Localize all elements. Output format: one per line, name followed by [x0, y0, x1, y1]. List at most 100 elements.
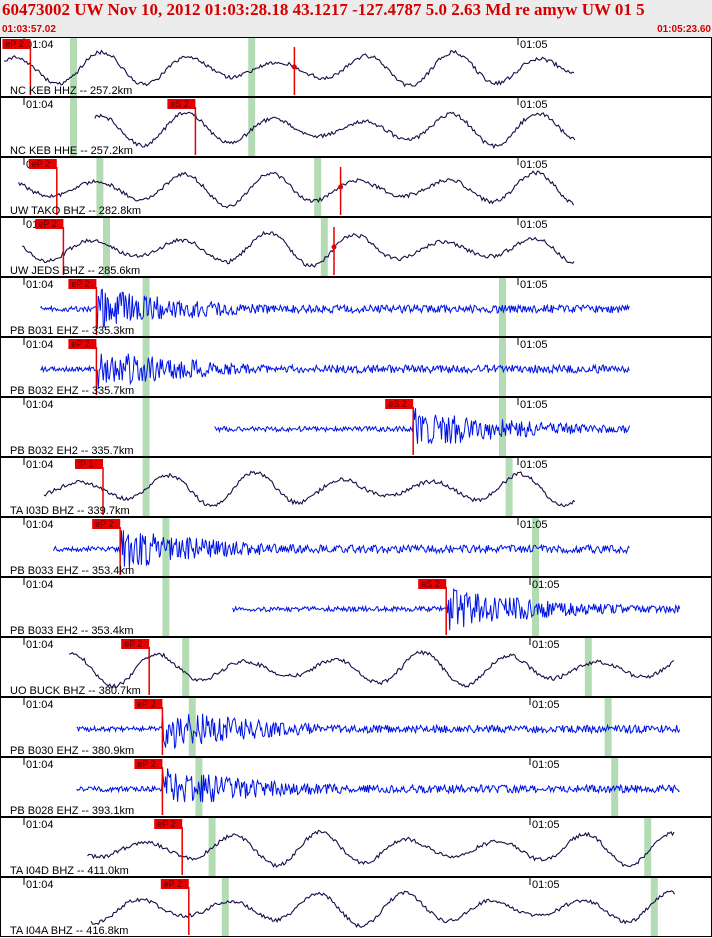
pick-flag[interactable] — [28, 159, 57, 169]
waveform-trace — [90, 890, 676, 928]
minute-label: 01:04 — [26, 639, 54, 651]
minute-label: 01:05 — [520, 99, 548, 111]
minute-label: 01:05 — [520, 39, 548, 51]
waveform-trace — [232, 587, 681, 631]
theoretical-arrival-marker — [103, 217, 110, 277]
pick-label: eP 2 — [71, 279, 89, 289]
minute-label: 01:04 — [26, 819, 54, 831]
pick-label: eP 2 — [71, 339, 89, 349]
minute-label: 01:05 — [532, 879, 560, 891]
theoretical-arrival-marker — [320, 217, 328, 277]
pick-dot — [338, 184, 344, 190]
theoretical-arrival-marker — [162, 577, 170, 637]
station-label: UW JEDS BHZ -- 285.6km — [10, 265, 140, 277]
minute-label: 01:05 — [520, 159, 548, 171]
pick-flag[interactable] — [68, 339, 97, 349]
station-label: PB B032 EH2 -- 335.7km — [10, 445, 134, 457]
station-label: NC KEB HHE -- 257.2km — [10, 145, 133, 157]
waveform-trace — [214, 408, 630, 444]
minute-label: 01:04 — [26, 459, 54, 471]
pick-flag[interactable] — [68, 279, 97, 289]
station-label: TA I03D BHZ -- 339.7km — [10, 505, 130, 517]
minute-label: 01:05 — [520, 399, 548, 411]
pick-flag[interactable] — [2, 39, 31, 49]
pick-flag[interactable] — [121, 639, 150, 649]
waveform-trace — [39, 288, 630, 329]
trace-panel[interactable]: 01:04 01:05 eS 2 NC KEB HHE -- 257.2km — [0, 97, 712, 157]
record-header: 60473002 UW Nov 10, 2012 01:03:28.18 43.… — [0, 0, 712, 37]
station-label: PB B030 EHZ -- 380.9km — [10, 745, 134, 757]
trace-panel[interactable]: 01:04 01:05 eS 2 PB B033 EH2 -- 353.4km — [0, 577, 712, 637]
trace-panel[interactable]: 01:04 01:05 eP 2 TA I04D BHZ -- 411.0km — [0, 817, 712, 877]
pick-label: eP 2 — [38, 219, 56, 229]
pick-label: eP 2 — [157, 819, 175, 829]
waveform-trace — [76, 713, 681, 749]
pick-flag[interactable] — [75, 459, 103, 469]
pick-flag[interactable] — [154, 819, 183, 829]
station-label: TA I04A BHZ -- 416.8km — [10, 925, 128, 937]
station-label: PB B032 EHZ -- 335.7km — [10, 385, 134, 397]
minute-label: 01:05 — [532, 699, 560, 711]
trace-panel[interactable]: 01:04 01:05 eP 2 NC KEB HHZ -- 257.2km — [0, 37, 712, 97]
trace-panel[interactable]: 01:04 01:05 eP 2 TA I04A BHZ -- 416.8km — [0, 877, 712, 937]
pick-flag[interactable] — [418, 579, 447, 589]
theoretical-arrival-marker — [650, 877, 658, 937]
minute-label: 01:05 — [532, 759, 560, 771]
station-label: TA I04D BHZ -- 411.0km — [10, 865, 129, 877]
pick-label: eP 2 — [5, 39, 23, 49]
minute-label: 01:05 — [532, 579, 560, 591]
pick-label: eS 2 — [170, 99, 189, 109]
minute-label: 01:04 — [26, 339, 54, 351]
trace-panel[interactable]: 01:04 01:05 eP 2 PB B033 EHZ -- 353.4km — [0, 517, 712, 577]
waveform-trace — [52, 530, 630, 569]
waveform-trace — [76, 768, 680, 803]
pick-flag[interactable] — [92, 519, 121, 529]
pick-dot — [291, 64, 297, 70]
waveform-trace — [69, 649, 675, 689]
station-label: UW TAKO BHZ -- 282.8km — [10, 205, 141, 217]
pick-label: eP 2 — [95, 519, 113, 529]
trace-panel[interactable]: 01:04 01:05 eP 2 UO BUCK BHZ -- 380.7km — [0, 637, 712, 697]
pick-label: eP 2 — [137, 699, 155, 709]
window-start-time: 01:03:57.02 — [2, 24, 56, 35]
pick-flag[interactable] — [134, 759, 163, 769]
pick-flag[interactable] — [134, 699, 163, 709]
pick-flag[interactable] — [35, 219, 64, 229]
waveform-trace — [87, 829, 675, 868]
pick-flag[interactable] — [385, 399, 414, 409]
event-title: 60473002 UW Nov 10, 2012 01:03:28.18 43.… — [2, 0, 645, 19]
theoretical-arrival-marker — [505, 457, 513, 517]
pick-flag[interactable] — [167, 99, 196, 109]
station-label: PB B031 EHZ -- 335.3km — [10, 325, 134, 337]
trace-panel[interactable]: 01:04 01:05 iP 1 TA I03D BHZ -- 339.7km — [0, 457, 712, 517]
minute-label: 01:04 — [26, 279, 54, 291]
trace-panel[interactable]: 01:04 01:05 eP 2 PB B032 EHZ -- 335.7km — [0, 337, 712, 397]
trace-panel[interactable]: 01:04 01:05 eS 2 PB B032 EH2 -- 335.7km — [0, 397, 712, 457]
trace-panel[interactable]: 01:04 01:05 eP 2 PB B031 EHZ -- 335.3km — [0, 277, 712, 337]
minute-label: 01:05 — [520, 459, 548, 471]
waveform-trace — [43, 470, 576, 508]
theoretical-arrival-marker — [314, 157, 322, 217]
pick-flag[interactable] — [160, 879, 189, 889]
waveform-trace — [94, 111, 576, 150]
theoretical-arrival-marker — [96, 157, 104, 217]
theoretical-arrival-marker — [221, 877, 229, 937]
station-label: PB B028 EHZ -- 393.1km — [10, 805, 134, 817]
theoretical-arrival-marker — [248, 37, 256, 97]
trace-panel[interactable]: 01:04 01:05 eP 2 PB B030 EHZ -- 380.9km — [0, 697, 712, 757]
minute-label: 01:04 — [26, 99, 54, 111]
pick-label: eP 2 — [32, 159, 50, 169]
pick-label: eS 2 — [421, 579, 440, 589]
minute-label: 01:04 — [26, 519, 54, 531]
pick-label: eP 2 — [164, 879, 182, 889]
minute-label: 01:05 — [532, 639, 560, 651]
trace-panel[interactable]: 01:04 01:05 eP 2 PB B028 EHZ -- 393.1km — [0, 757, 712, 817]
minute-label: 01:04 — [26, 699, 54, 711]
theoretical-arrival-marker — [584, 637, 592, 697]
window-end-time: 01:05:23.60 — [657, 24, 711, 35]
station-label: PB B033 EHZ -- 353.4km — [10, 565, 134, 577]
theoretical-arrival-marker — [142, 337, 150, 397]
